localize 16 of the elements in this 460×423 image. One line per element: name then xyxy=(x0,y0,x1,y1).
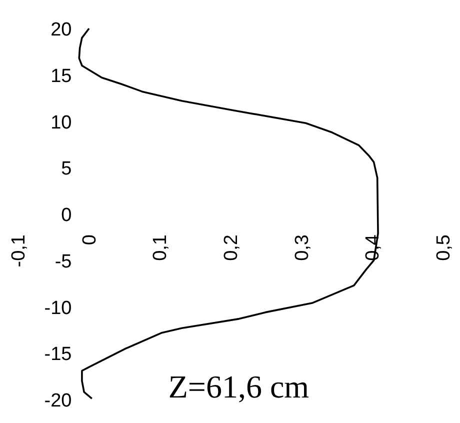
y-tick-label: 15 xyxy=(50,66,72,87)
x-tick-label: 0,3 xyxy=(292,234,313,261)
y-tick-label: -5 xyxy=(54,251,72,272)
y-tick-label: -10 xyxy=(44,298,72,319)
x-tick-label: 0,1 xyxy=(150,234,172,261)
y-tick-label: -15 xyxy=(44,344,72,366)
y-tick-label: 10 xyxy=(50,112,72,134)
x-tick-label: -0,1 xyxy=(8,234,30,268)
y-tick-label: -20 xyxy=(44,390,72,412)
x-tick-label: 0 xyxy=(79,234,100,246)
x-tick-label: 0,5 xyxy=(434,234,454,261)
annotation: Z=61,6 cm xyxy=(168,368,310,405)
y-tick-label: 0 xyxy=(61,205,72,226)
y-tick-label: 5 xyxy=(61,158,72,180)
x-tick-label: 0,2 xyxy=(221,234,242,261)
y-tick-label: 20 xyxy=(50,20,72,40)
